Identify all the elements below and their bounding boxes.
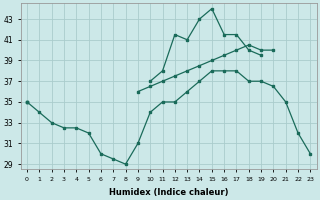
X-axis label: Humidex (Indice chaleur): Humidex (Indice chaleur) bbox=[109, 188, 228, 197]
